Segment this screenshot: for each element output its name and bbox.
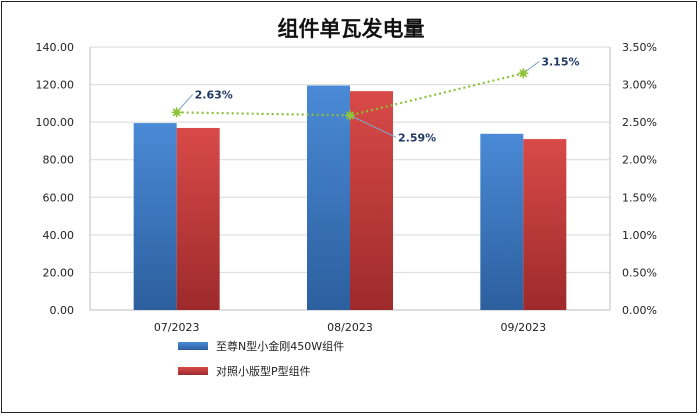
left-tick-label: 40.00 (43, 229, 75, 242)
line-point-marker (518, 68, 529, 79)
marker-spoke (519, 69, 528, 78)
left-tick-label: 0.00 (50, 304, 75, 317)
right-tick-label: 0.50% (622, 266, 657, 279)
left-tick-label: 20.00 (43, 266, 75, 279)
line-point-marker (171, 107, 182, 118)
bar-p-type (523, 139, 567, 310)
chart-title: 组件单瓦发电量 (278, 17, 425, 41)
bar-n-type (480, 133, 524, 310)
line-point-marker (345, 110, 355, 121)
right-tick-label: 2.50% (622, 116, 657, 129)
right-tick-label: 0.00% (622, 304, 657, 317)
left-tick-label: 60.00 (43, 191, 75, 204)
bar-n-type (133, 123, 177, 310)
x-tick-label: 08/2023 (327, 321, 373, 334)
bars (133, 85, 567, 311)
data-label-leader (349, 114, 397, 138)
legend-label: 至尊N型小金刚450W组件 (216, 339, 344, 353)
ratio-line: 2.63% 2.59% 3.15% (171, 55, 580, 144)
legend-swatch-n-type (178, 342, 208, 350)
x-axis-labels: 07/2023 08/2023 09/2023 (154, 321, 546, 334)
marker-spoke (172, 108, 181, 117)
left-tick-label: 140.00 (36, 41, 75, 54)
bar-n-type (307, 85, 350, 310)
marker-spoke (345, 111, 355, 120)
right-tick-label: 2.00% (622, 154, 657, 167)
ratio-data-label: 2.63% (195, 88, 233, 101)
right-axis: 0.00% 0.50% 1.00% 1.50% 2.00% 2.50% 3.00% 3.50% (609, 41, 657, 317)
left-tick-label: 80.00 (43, 154, 75, 167)
right-tick-label: 3.00% (622, 79, 657, 92)
right-tick-label: 1.00% (622, 229, 657, 242)
legend-swatch-p-type (178, 367, 208, 375)
right-tick-label: 1.50% (622, 191, 657, 204)
legend-label: 对照小版型P型组件 (216, 364, 311, 378)
ratio-data-label: 2.59% (398, 131, 436, 144)
right-tick-label: 3.50% (622, 41, 657, 54)
left-tick-label: 120.00 (36, 79, 75, 92)
ratio-data-label: 3.15% (541, 55, 579, 68)
x-tick-label: 09/2023 (500, 321, 546, 334)
x-tick-label: 07/2023 (154, 321, 200, 334)
bar-p-type (350, 91, 393, 311)
left-tick-label: 100.00 (36, 116, 75, 129)
bar-p-type (176, 127, 220, 310)
